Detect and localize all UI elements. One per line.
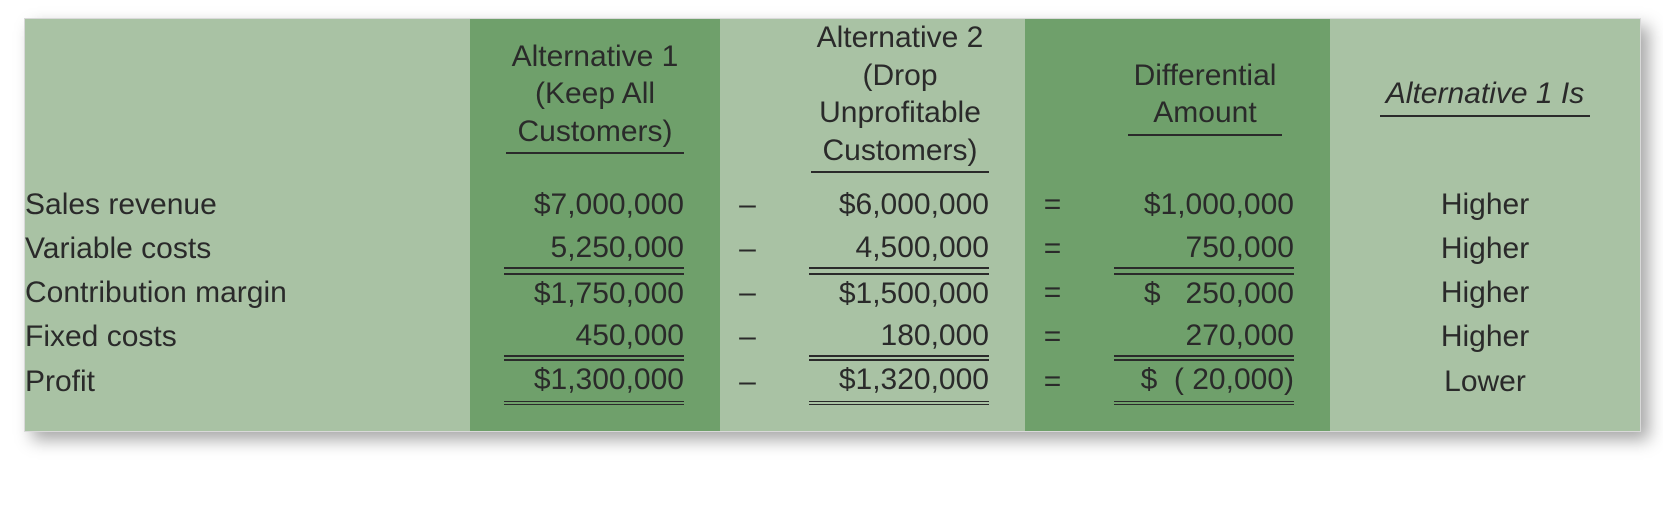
header-result-text: Alternative 1 Is xyxy=(1380,75,1590,117)
amount-alt1: $7,000,000 xyxy=(504,186,684,224)
row-label: Profit xyxy=(25,359,470,431)
amount-alt2: $6,000,000 xyxy=(809,186,989,224)
result-cell: Lower xyxy=(1330,359,1640,431)
amount-alt2: $1,320,000 xyxy=(809,359,989,405)
op-equals: = xyxy=(1025,271,1080,315)
header-differential-text: DifferentialAmount xyxy=(1128,57,1283,136)
result-cell: Higher xyxy=(1330,227,1640,271)
amount-alt1: $1,300,000 xyxy=(504,359,684,405)
cell-alt2: $6,000,000 xyxy=(775,173,1025,227)
op-minus: – xyxy=(720,173,775,227)
row-label: Sales revenue xyxy=(25,173,470,227)
row-label: Contribution margin xyxy=(25,271,470,315)
op-equals: = xyxy=(1025,315,1080,359)
table-row: Contribution margin $1,750,000–$1,500,000… xyxy=(25,271,1640,315)
op-minus: – xyxy=(720,315,775,359)
header-alternative-1: Alternative 1(Keep AllCustomers) xyxy=(470,19,720,173)
result-cell: Higher xyxy=(1330,173,1640,227)
table-row: Variable costs 5,250,000–4,500,000 = 750,00… xyxy=(25,227,1640,271)
table-body: Sales revenue$7,000,000–$6,000,000=$1,00… xyxy=(25,173,1640,431)
cell-alt2: 4,500,000 xyxy=(775,227,1025,271)
cell-alt1: $7,000,000 xyxy=(470,173,720,227)
header-differential: DifferentialAmount xyxy=(1080,19,1330,173)
table-row: Fixed costs 450,000–180,000 = 270,000 Higher xyxy=(25,315,1640,359)
result-cell: Higher xyxy=(1330,315,1640,359)
cell-alt1: $1,750,000 xyxy=(470,271,720,315)
header-result: Alternative 1 Is xyxy=(1330,19,1640,173)
amount-diff: 270,000 xyxy=(1114,317,1294,357)
cell-alt2: 180,000 xyxy=(775,315,1025,359)
op-equals: = xyxy=(1025,173,1080,227)
cell-alt1: 5,250,000 xyxy=(470,227,720,271)
header-alternative-1-text: Alternative 1(Keep AllCustomers) xyxy=(506,38,685,155)
cell-alt2: $1,500,000 xyxy=(775,271,1025,315)
amount-diff: $ 250,000 xyxy=(1114,273,1294,313)
amount-alt2: $1,500,000 xyxy=(809,273,989,313)
op-equals: = xyxy=(1025,227,1080,271)
row-label: Variable costs xyxy=(25,227,470,271)
amount-alt1: $1,750,000 xyxy=(504,273,684,313)
table-row: Profit $1,300,000–$1,320,000 = $ ( 20,000) L… xyxy=(25,359,1640,431)
cell-alt1: $1,300,000 xyxy=(470,359,720,431)
amount-diff: 750,000 xyxy=(1114,229,1294,269)
cell-diff: $ 250,000 xyxy=(1080,271,1330,315)
amount-diff: $ ( 20,000) xyxy=(1114,359,1294,405)
cell-alt2: $1,320,000 xyxy=(775,359,1025,431)
differential-analysis-table-panel: Alternative 1(Keep AllCustomers) Alterna… xyxy=(24,18,1641,432)
cell-diff: $1,000,000 xyxy=(1080,173,1330,227)
op-equals: = xyxy=(1025,359,1080,431)
row-label: Fixed costs xyxy=(25,315,470,359)
amount-alt1: 450,000 xyxy=(504,317,684,357)
table-header-row: Alternative 1(Keep AllCustomers) Alterna… xyxy=(25,19,1640,173)
amount-diff: $1,000,000 xyxy=(1114,186,1294,224)
op-minus: – xyxy=(720,359,775,431)
amount-alt2: 4,500,000 xyxy=(809,229,989,269)
amount-alt1: 5,250,000 xyxy=(504,229,684,269)
table-row: Sales revenue $7,000,000–$6,000,000 = $1,00… xyxy=(25,173,1640,227)
header-alternative-2-text: Alternative 2(DropUnprofitableCustomers) xyxy=(811,19,990,173)
op-minus: – xyxy=(720,271,775,315)
differential-analysis-table: Alternative 1(Keep AllCustomers) Alterna… xyxy=(25,19,1640,431)
canvas: Alternative 1(Keep AllCustomers) Alterna… xyxy=(0,0,1663,460)
result-cell: Higher xyxy=(1330,271,1640,315)
amount-alt2: 180,000 xyxy=(809,317,989,357)
cell-alt1: 450,000 xyxy=(470,315,720,359)
op-minus: – xyxy=(720,227,775,271)
cell-diff: 270,000 xyxy=(1080,315,1330,359)
header-alternative-2: Alternative 2(DropUnprofitableCustomers) xyxy=(775,19,1025,173)
header-op-equals-blank xyxy=(1025,19,1080,173)
cell-diff: 750,000 xyxy=(1080,227,1330,271)
cell-diff: $ ( 20,000) xyxy=(1080,359,1330,431)
header-labels-blank xyxy=(25,19,470,173)
header-op-minus-blank xyxy=(720,19,775,173)
